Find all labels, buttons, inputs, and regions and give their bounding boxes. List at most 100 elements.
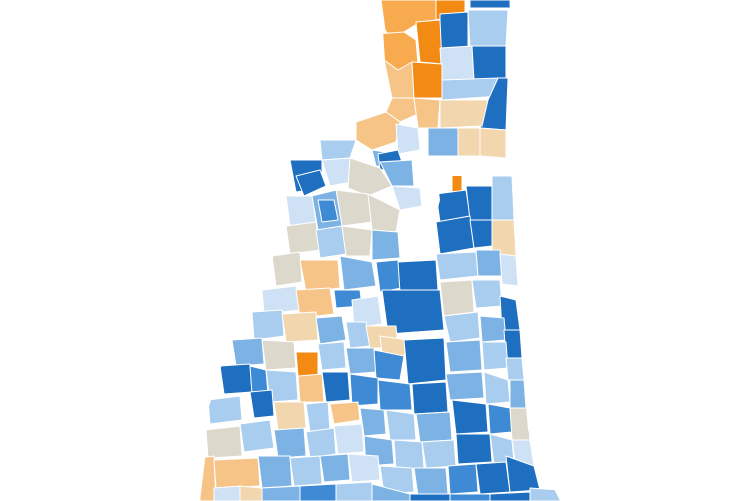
town-region-34[interactable] bbox=[285, 195, 317, 227]
town-region-104[interactable] bbox=[205, 425, 243, 459]
town-region-116[interactable] bbox=[213, 457, 261, 489]
town-region-94[interactable] bbox=[249, 389, 275, 419]
town-region-96[interactable] bbox=[305, 401, 331, 433]
town-region-38[interactable] bbox=[465, 185, 493, 221]
town-region-33[interactable] bbox=[367, 193, 401, 233]
town-region-53[interactable] bbox=[475, 249, 503, 277]
town-region-14[interactable] bbox=[385, 97, 419, 123]
town-region-135[interactable] bbox=[529, 487, 560, 501]
town-region-123[interactable] bbox=[447, 463, 479, 495]
town-region-87[interactable] bbox=[349, 373, 379, 407]
town-region-129[interactable] bbox=[299, 483, 337, 501]
town-region-75[interactable] bbox=[317, 341, 347, 371]
town-region-106[interactable] bbox=[273, 427, 307, 459]
town-region-73[interactable] bbox=[261, 339, 297, 371]
town-region-110[interactable] bbox=[393, 439, 425, 471]
town-region-89[interactable] bbox=[411, 381, 449, 415]
town-region-99[interactable] bbox=[385, 409, 417, 441]
town-region-60[interactable] bbox=[439, 279, 475, 317]
town-region-88[interactable] bbox=[377, 379, 413, 411]
town-region-120[interactable] bbox=[347, 453, 381, 483]
town-region-78[interactable] bbox=[403, 337, 447, 385]
town-region-18[interactable] bbox=[395, 123, 421, 155]
town-region-28[interactable] bbox=[321, 157, 353, 187]
town-region-107[interactable] bbox=[305, 427, 337, 459]
town-region-86[interactable] bbox=[321, 371, 351, 403]
town-region-3[interactable] bbox=[469, 0, 511, 9]
town-region-121[interactable] bbox=[379, 465, 415, 495]
town-region-54[interactable] bbox=[499, 253, 519, 287]
town-region-92[interactable] bbox=[509, 379, 527, 409]
town-region-118[interactable] bbox=[289, 455, 323, 487]
town-region-21[interactable] bbox=[479, 127, 507, 159]
town-region-59[interactable] bbox=[381, 289, 445, 335]
town-region-49[interactable] bbox=[339, 255, 377, 291]
town-region-76[interactable] bbox=[345, 347, 377, 375]
town-region-42[interactable] bbox=[341, 225, 373, 257]
town-region-83[interactable] bbox=[249, 365, 269, 395]
town-region-63[interactable] bbox=[251, 309, 285, 341]
town-region-102[interactable] bbox=[487, 403, 513, 435]
town-region-41[interactable] bbox=[315, 225, 347, 259]
town-region-48[interactable] bbox=[299, 259, 341, 293]
town-region-17[interactable] bbox=[355, 111, 401, 151]
town-region-131[interactable] bbox=[371, 483, 411, 501]
town-region-9[interactable] bbox=[471, 45, 507, 81]
town-region-124[interactable] bbox=[475, 461, 511, 495]
town-region-36[interactable] bbox=[317, 199, 339, 223]
town-region-85[interactable] bbox=[297, 373, 325, 403]
town-region-65[interactable] bbox=[315, 315, 347, 345]
town-region-74[interactable] bbox=[295, 351, 319, 377]
town-region-31[interactable] bbox=[391, 185, 423, 211]
town-region-77[interactable] bbox=[373, 349, 405, 381]
town-region-44[interactable] bbox=[435, 215, 475, 255]
town-region-127[interactable] bbox=[239, 485, 263, 501]
town-region-122[interactable] bbox=[413, 467, 449, 497]
town-region-98[interactable] bbox=[359, 407, 387, 437]
town-region-91[interactable] bbox=[483, 371, 511, 405]
town-region-130[interactable] bbox=[335, 481, 373, 501]
town-region-61[interactable] bbox=[471, 279, 503, 309]
town-region-30[interactable] bbox=[379, 159, 415, 187]
town-region-81[interactable] bbox=[505, 357, 525, 381]
town-region-101[interactable] bbox=[451, 399, 489, 435]
town-region-111[interactable] bbox=[421, 439, 457, 469]
town-region-82[interactable] bbox=[219, 363, 253, 395]
town-region-97[interactable] bbox=[329, 401, 361, 425]
town-region-128[interactable] bbox=[261, 485, 301, 501]
town-region-4[interactable] bbox=[439, 11, 469, 49]
town-region-47[interactable] bbox=[271, 251, 303, 287]
town-region-45[interactable] bbox=[469, 219, 493, 249]
town-region-27[interactable] bbox=[295, 169, 327, 197]
town-region-51[interactable] bbox=[397, 259, 439, 293]
town-region-39[interactable] bbox=[491, 175, 515, 221]
town-region-5[interactable] bbox=[467, 9, 509, 49]
town-region-117[interactable] bbox=[257, 455, 293, 489]
town-region-108[interactable] bbox=[333, 423, 365, 455]
town-region-105[interactable] bbox=[239, 419, 275, 453]
town-region-119[interactable] bbox=[319, 453, 351, 483]
town-region-64[interactable] bbox=[281, 311, 319, 343]
town-region-52[interactable] bbox=[435, 251, 479, 281]
town-region-22[interactable] bbox=[319, 139, 357, 161]
town-region-43[interactable] bbox=[371, 229, 401, 261]
town-region-126[interactable] bbox=[213, 485, 241, 501]
town-region-93[interactable] bbox=[207, 395, 243, 425]
town-region-90[interactable] bbox=[445, 371, 485, 401]
town-region-70[interactable] bbox=[479, 315, 507, 343]
town-region-7[interactable] bbox=[415, 19, 443, 65]
town-region-132[interactable] bbox=[409, 493, 451, 501]
town-region-72[interactable] bbox=[231, 337, 265, 367]
town-region-11[interactable] bbox=[411, 61, 443, 99]
town-region-79[interactable] bbox=[445, 339, 483, 373]
town-region-112[interactable] bbox=[455, 433, 493, 465]
town-region-15[interactable] bbox=[413, 97, 441, 129]
town-region-16[interactable] bbox=[439, 99, 489, 129]
town-region-134[interactable] bbox=[489, 491, 531, 501]
town-region-100[interactable] bbox=[415, 411, 453, 443]
town-region-40[interactable] bbox=[285, 221, 321, 255]
town-region-103[interactable] bbox=[509, 407, 531, 441]
town-region-80[interactable] bbox=[481, 341, 509, 371]
town-region-133[interactable] bbox=[449, 493, 491, 501]
